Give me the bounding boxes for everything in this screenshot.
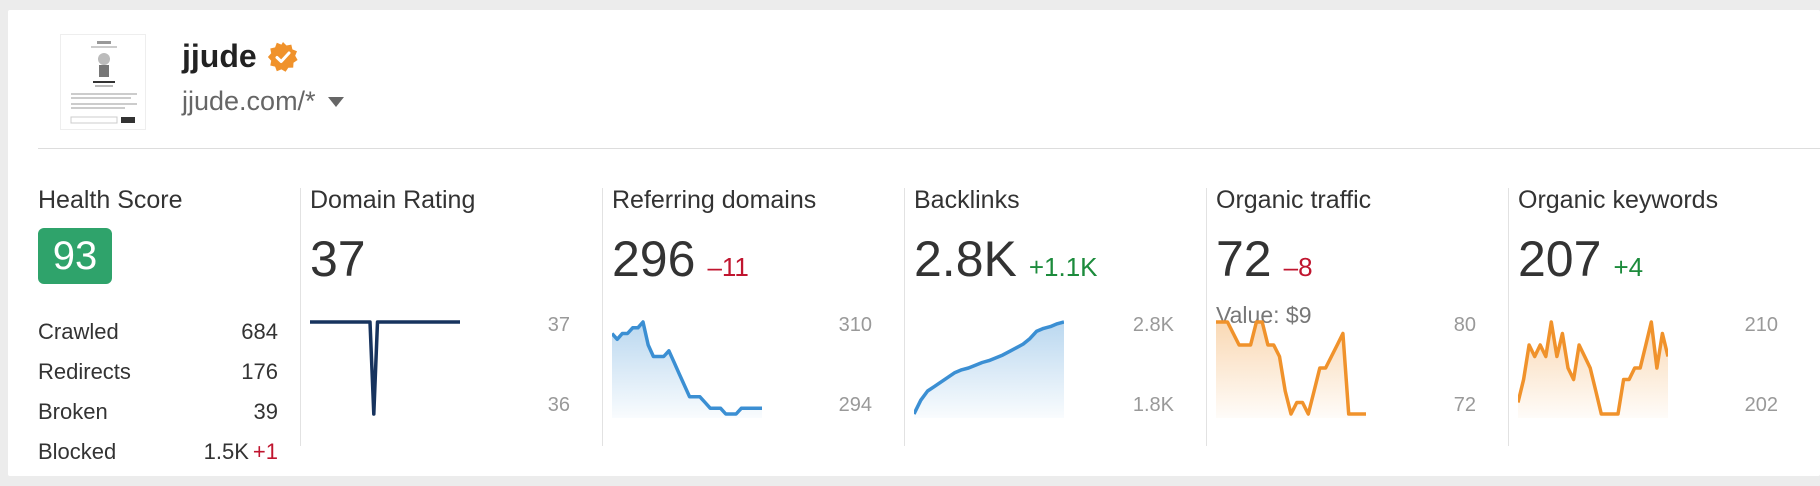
metric-panel-ot[interactable]: Organic traffic 72 –8 Value: $9 80 72 <box>1216 186 1486 458</box>
site-title: jjude <box>182 38 299 75</box>
metric-value-row: 2.8K +1.1K <box>914 230 1098 288</box>
metric-panel-bl[interactable]: Backlinks 2.8K +1.1K 2.8K 1.8K <box>914 186 1184 458</box>
stat-row-crawled[interactable]: Crawled 684 <box>38 312 278 352</box>
stat-value-number: 1.5K <box>203 439 249 464</box>
metric-panel-ok[interactable]: Organic keywords 207 +4 210 202 <box>1518 186 1788 458</box>
chevron-down-icon <box>327 96 344 107</box>
metric-panel-dr[interactable]: Domain Rating 37 37 36 <box>310 186 580 458</box>
axis-min-label: 36 <box>547 394 570 416</box>
metric-value-row: 296 –11 <box>612 230 749 288</box>
sparkline-dr[interactable] <box>310 318 460 418</box>
column-separator <box>904 188 905 446</box>
metric-label: Organic keywords <box>1518 186 1719 214</box>
axis-min-label: 202 <box>1744 394 1778 416</box>
metric-value-row: 72 –8 <box>1216 230 1313 288</box>
axis-max-label: 310 <box>838 314 872 336</box>
metric-value-row: 207 +4 <box>1518 230 1643 288</box>
header-divider <box>38 148 1820 149</box>
stat-value: 39 <box>253 399 278 424</box>
sparkline-line <box>1518 320 1668 416</box>
axis-min-label: 72 <box>1453 394 1476 416</box>
metric-value: 296 <box>612 231 696 287</box>
axis-max-label: 80 <box>1453 314 1476 336</box>
sparkline-ot[interactable] <box>1216 318 1366 418</box>
stat-value: 1.5K +1 <box>204 432 278 472</box>
site-thumbnail[interactable] <box>60 34 146 130</box>
stat-value: 176 <box>241 359 278 384</box>
verified-badge-icon <box>267 41 298 72</box>
stat-label: Blocked <box>38 439 117 464</box>
axis-min-label: 1.8K <box>1132 394 1174 416</box>
crawl-stats: Crawled 684 Redirects 176 Broken 39 Bloc… <box>38 312 278 472</box>
stat-label: Broken <box>38 399 108 424</box>
site-title-text: jjude <box>182 38 257 74</box>
sparkline-line <box>612 320 762 416</box>
site-url-dropdown[interactable]: jjude.com/* <box>182 86 344 117</box>
stat-row-blocked[interactable]: Blocked 1.5K +1 <box>38 432 278 472</box>
metric-delta: –11 <box>707 252 749 282</box>
metric-delta: –8 <box>1283 252 1313 282</box>
sparkline-area <box>914 322 1064 418</box>
sparkline-rd[interactable] <box>612 318 762 418</box>
metric-label: Domain Rating <box>310 186 476 214</box>
sparkline-area <box>1216 322 1366 418</box>
column-separator <box>1206 188 1207 446</box>
site-url-text: jjude.com/* <box>182 86 316 116</box>
stat-row-redirects[interactable]: Redirects 176 <box>38 352 278 392</box>
sparkline-line <box>310 320 460 416</box>
metric-delta: +1.1K <box>1028 252 1098 282</box>
health-score-label: Health Score <box>38 186 183 214</box>
stat-label: Crawled <box>38 319 119 344</box>
health-score-panel[interactable]: Health Score 93 Crawled 684 Redirects 17… <box>38 186 278 464</box>
sparkline-ok[interactable] <box>1518 318 1668 418</box>
sparkline-line <box>914 320 1064 415</box>
axis-max-label: 2.8K <box>1132 314 1174 336</box>
health-score-badge[interactable]: 93 <box>38 228 112 284</box>
column-separator <box>300 188 301 446</box>
metric-label: Backlinks <box>914 186 1020 214</box>
sparkline-area <box>1518 322 1668 418</box>
stat-value: 684 <box>241 319 278 344</box>
stat-delta: +1 <box>252 439 278 464</box>
axis-max-label: 210 <box>1744 314 1778 336</box>
column-separator <box>602 188 603 446</box>
metric-label: Organic traffic <box>1216 186 1372 214</box>
stat-label: Redirects <box>38 359 131 384</box>
stat-row-broken[interactable]: Broken 39 <box>38 392 278 432</box>
metric-value-row: 37 <box>310 230 366 288</box>
metric-label: Referring domains <box>612 186 817 214</box>
sparkline-bl[interactable] <box>914 318 1064 418</box>
metric-value: 207 <box>1518 231 1602 287</box>
sparkline-area <box>612 322 762 418</box>
metric-delta: +4 <box>1613 252 1644 282</box>
metric-value: 72 <box>1216 231 1272 287</box>
site-overview-card: jjude jjude.com/* Health Score 93 Crawle… <box>8 10 1820 476</box>
axis-min-label: 294 <box>838 394 872 416</box>
column-separator <box>1508 188 1509 446</box>
sparkline-line <box>1216 320 1366 416</box>
metric-panel-rd[interactable]: Referring domains 296 –11 310 294 <box>612 186 882 458</box>
metric-value: 2.8K <box>914 231 1017 287</box>
metric-value: 37 <box>310 231 366 287</box>
axis-max-label: 37 <box>547 314 570 336</box>
